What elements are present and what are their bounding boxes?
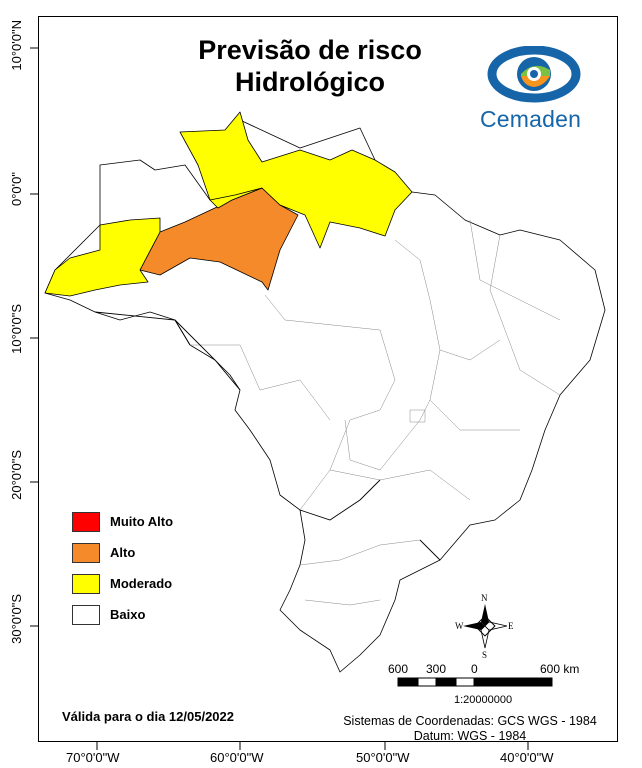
datum: Datum: WGS - 1984: [413, 729, 527, 743]
legend-swatch: [72, 511, 100, 532]
lon-label-70w: 70°0'0"W: [66, 750, 120, 765]
scale-bar: [397, 677, 553, 687]
scale-label: 600 km: [540, 662, 580, 676]
title-line-2: Hidrológico: [235, 67, 385, 97]
scale-label: 0: [471, 662, 478, 676]
legend-label: Alto: [110, 545, 136, 560]
logo-text: Cemaden: [480, 106, 582, 132]
scale-ratio: 1:20000000: [454, 694, 513, 706]
compass-s: S: [482, 650, 488, 660]
lon-label-60w: 60°0'0"W: [210, 750, 264, 765]
map-title: Previsão de risco Hidrológico: [180, 34, 440, 98]
compass-n: N: [481, 593, 488, 603]
legend: Muito Alto Alto Moderado Baixo: [72, 506, 173, 630]
lat-label-10n: 10°0'0"N: [9, 20, 24, 71]
legend-swatch: [72, 573, 100, 594]
legend-swatch: [72, 542, 100, 563]
valid-date: Válida para o dia 12/05/2022: [62, 709, 234, 724]
legend-item-alto: Alto: [72, 537, 173, 568]
lat-label-20s: 20°0'0"S: [9, 450, 24, 500]
lon-label-40w: 40°0'0"W: [500, 750, 554, 765]
legend-item-muito-alto: Muito Alto: [72, 506, 173, 537]
lat-label-30s: 30°0'0"S: [9, 594, 24, 644]
scale-label: 300: [426, 662, 447, 676]
region-alto: [139, 187, 299, 291]
compass-e: E: [508, 621, 514, 631]
lat-label-10s: 10°0'0"S: [9, 304, 24, 354]
scale-label: 600: [388, 662, 409, 676]
coordinate-system: Sistemas de Coordenadas: GCS WGS - 1984: [343, 714, 597, 728]
lon-label-50w: 50°0'0"W: [356, 750, 410, 765]
legend-swatch: [72, 604, 100, 625]
legend-item-baixo: Baixo: [72, 599, 173, 630]
legend-label: Moderado: [110, 576, 173, 591]
coordinate-info: Sistemas de Coordenadas: GCS WGS - 1984 …: [340, 714, 600, 744]
compass-w: W: [455, 621, 464, 631]
region-moderado-west: [44, 217, 161, 297]
region-moderado-north: [179, 111, 413, 249]
cemaden-logo-icon: [487, 46, 581, 103]
title-line-1: Previsão de risco: [198, 35, 422, 65]
lat-label-0: 0°0'0": [9, 172, 24, 206]
legend-label: Baixo: [110, 607, 146, 622]
legend-item-moderado: Moderado: [72, 568, 173, 599]
legend-label: Muito Alto: [110, 514, 174, 529]
compass-icon: [463, 604, 508, 649]
